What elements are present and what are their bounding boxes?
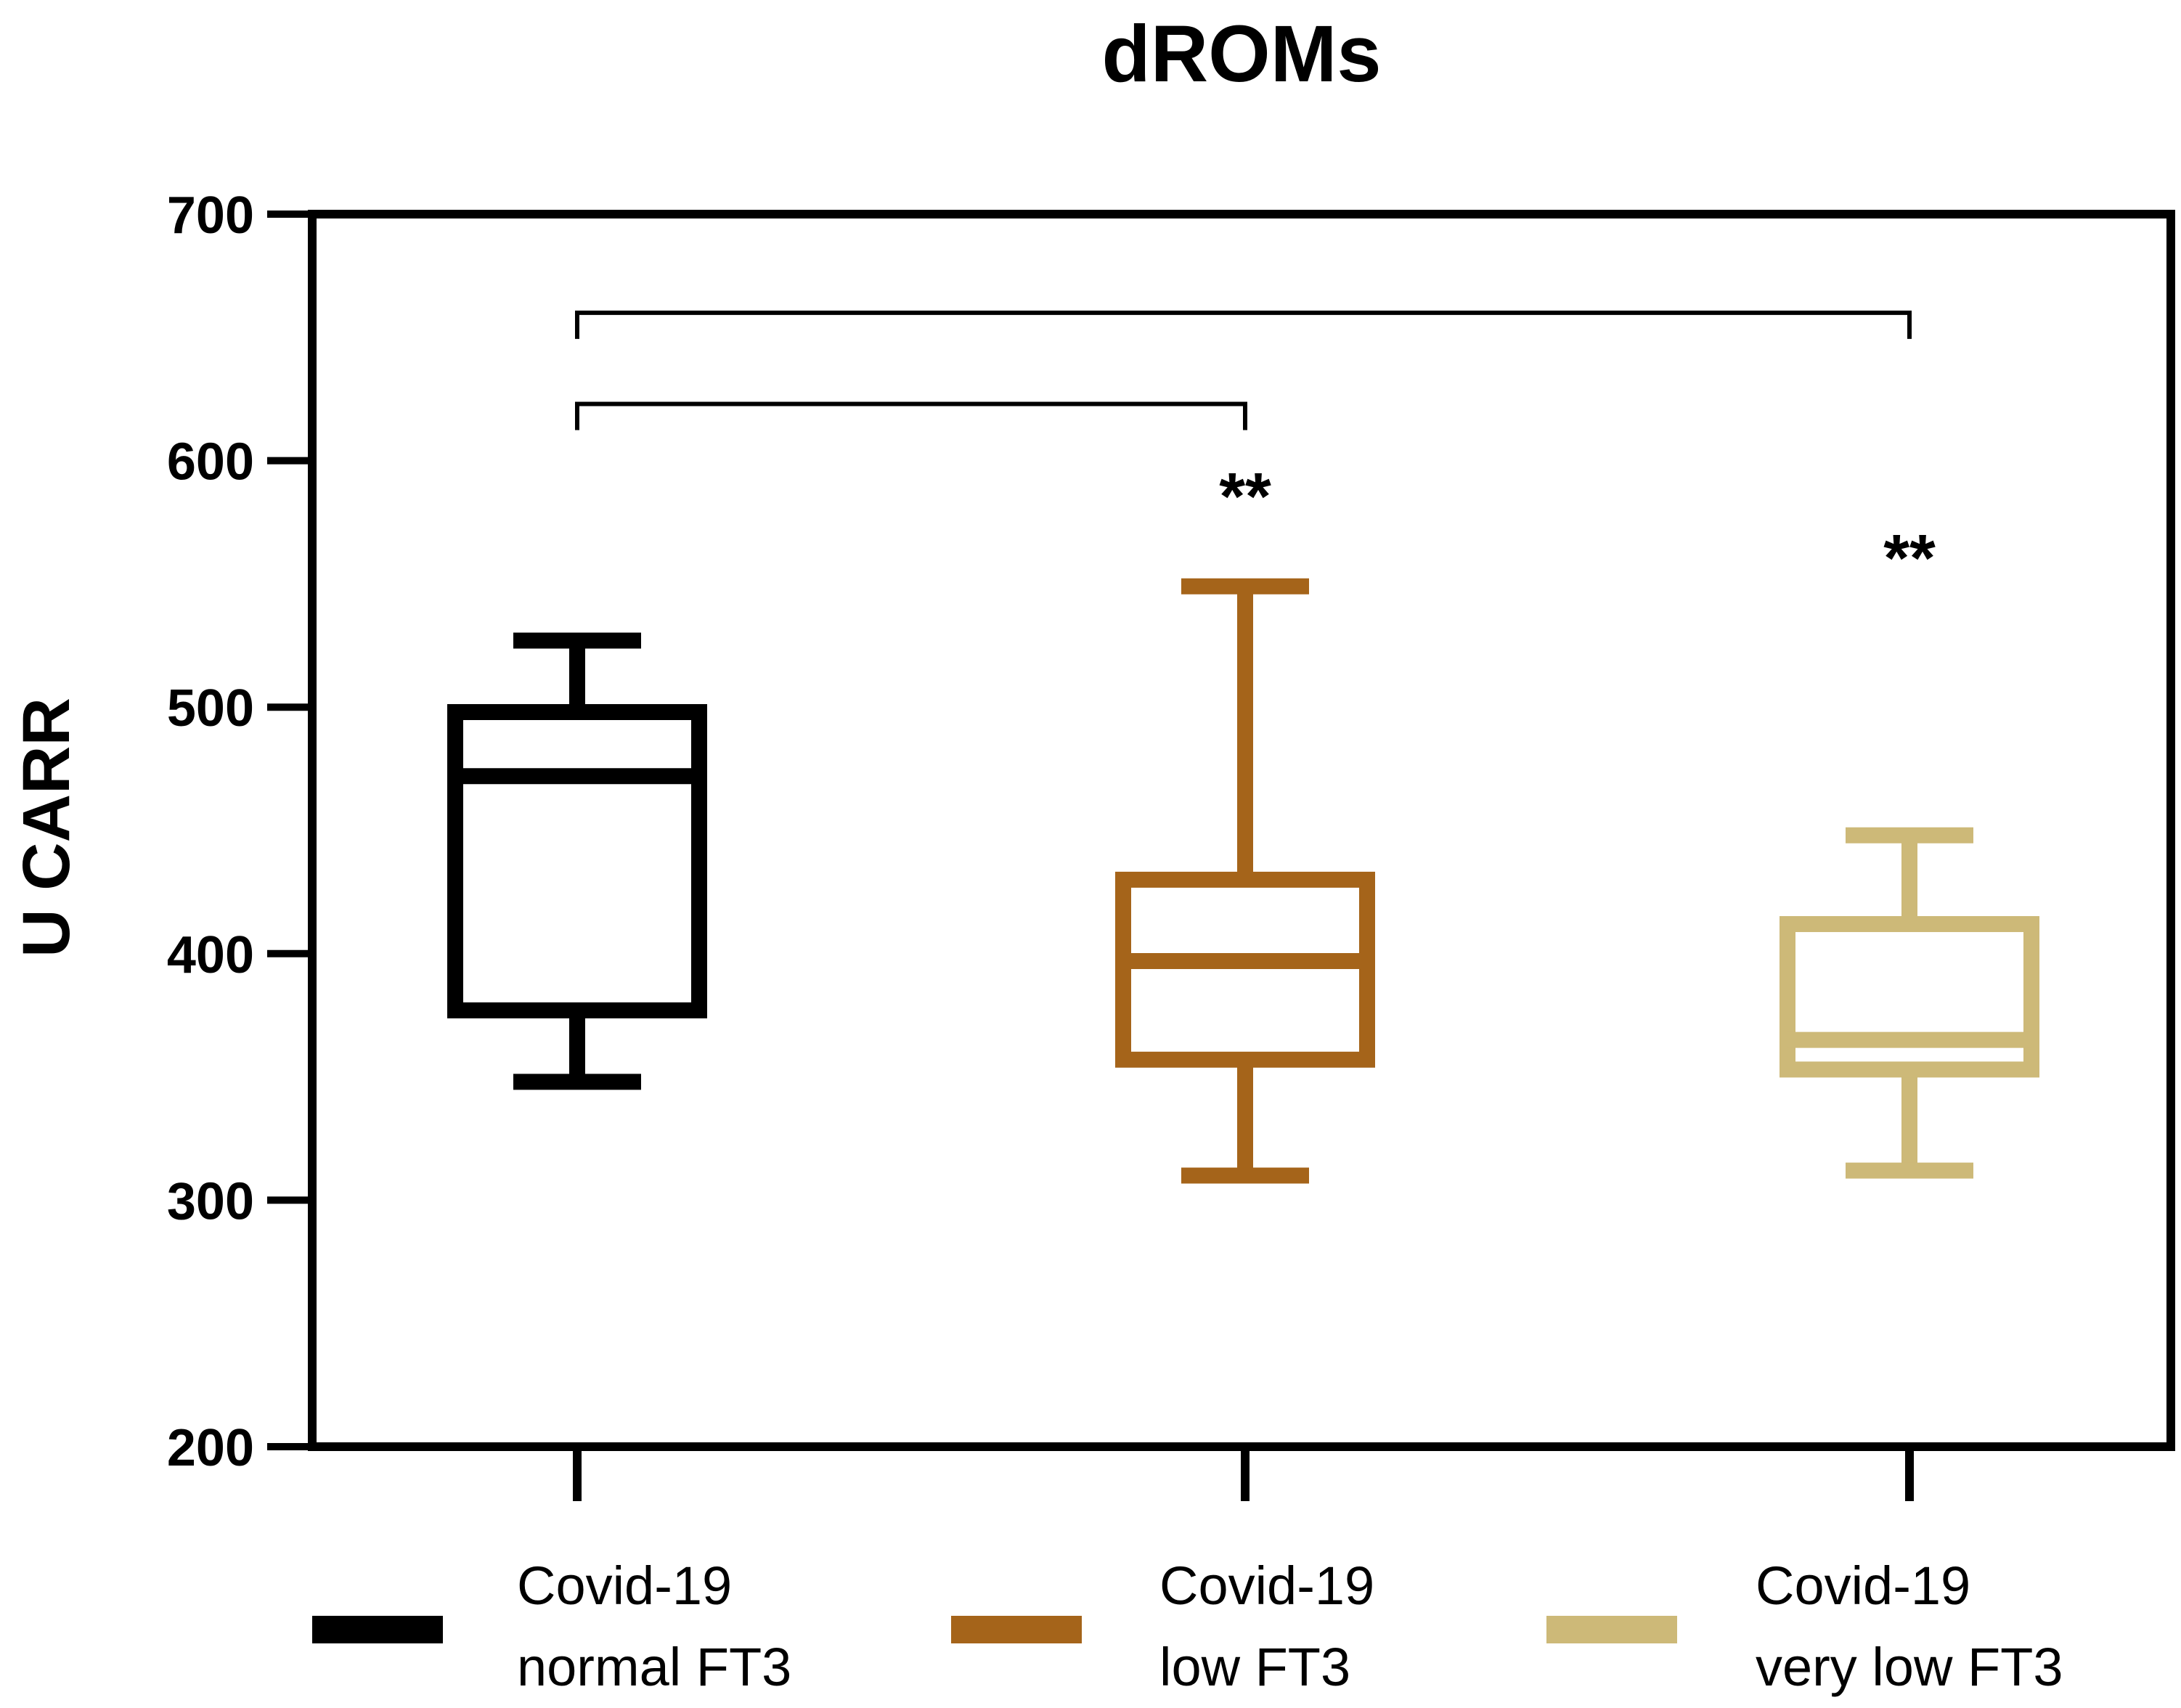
legend-item-1: Covid-19 normal FT3 (312, 1556, 791, 1697)
legend-item-2: Covid-19 low FT3 (951, 1556, 1374, 1697)
y-axis-ticks: 200 300 400 500 600 700 (167, 187, 312, 1477)
y-tick-label: 500 (167, 679, 254, 737)
y-tick-label: 300 (167, 1172, 254, 1230)
x-axis-ticks (573, 1447, 1914, 1501)
legend-swatch (312, 1616, 443, 1643)
comparison-bracket (575, 401, 1247, 430)
box-plots (447, 578, 2039, 1184)
legend-label-line1: Covid-19 (1159, 1556, 1374, 1616)
comparison-bracket (575, 310, 1912, 339)
y-tick-label: 600 (167, 433, 254, 491)
significance-markers: ** ** (1219, 460, 1936, 596)
legend-label-line2: normal FT3 (517, 1637, 791, 1697)
box-plot-3 (1780, 827, 2039, 1179)
legend-label-line2: very low FT3 (1756, 1637, 2063, 1697)
chart-title: dROMs (1102, 9, 1382, 99)
legend-label-line1: Covid-19 (517, 1556, 732, 1616)
legend-label-line1: Covid-19 (1756, 1556, 1970, 1616)
y-tick-label: 700 (167, 187, 254, 245)
box-plot-1 (447, 632, 707, 1090)
y-tick-label: 400 (167, 926, 254, 984)
y-axis-label: U CARR (9, 698, 83, 957)
box-plot-2 (1115, 578, 1375, 1184)
legend-swatch (951, 1616, 1082, 1643)
legend-label-line2: low FT3 (1159, 1637, 1350, 1697)
iqr-box (1115, 871, 1375, 1068)
significance-marker: ** (1883, 521, 1936, 595)
comparison-brackets (575, 310, 1912, 430)
y-tick-label: 200 (167, 1419, 254, 1477)
legend-swatch (1546, 1616, 1677, 1643)
legend-item-3: Covid-19 very low FT3 (1546, 1556, 2063, 1697)
iqr-box (447, 703, 707, 1018)
significance-marker: ** (1219, 460, 1271, 534)
